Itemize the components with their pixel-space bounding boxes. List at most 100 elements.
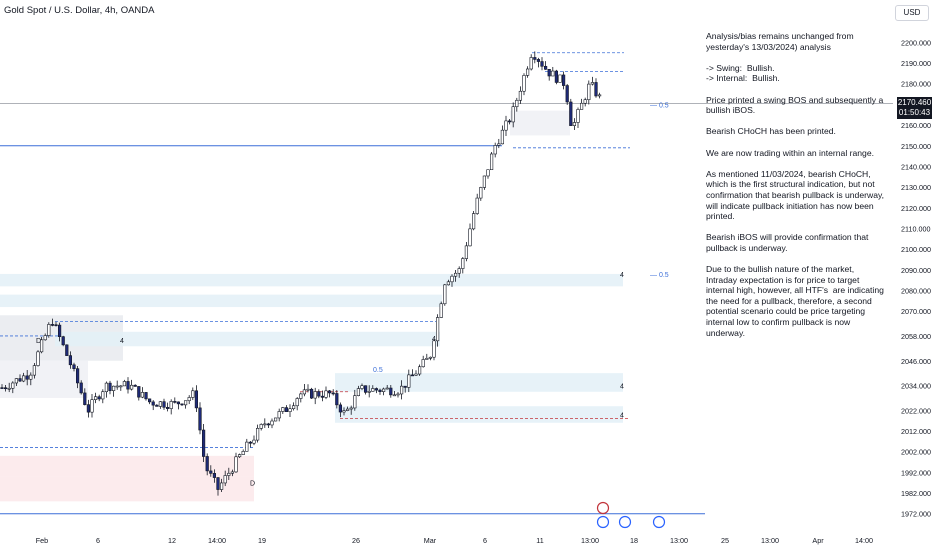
candle-body xyxy=(518,90,522,101)
candle-body xyxy=(259,424,263,429)
candle-body xyxy=(14,378,18,384)
candle-body xyxy=(281,407,285,412)
candle-body xyxy=(407,374,411,388)
x-tick-label: 13:00 xyxy=(670,536,688,545)
candle-body xyxy=(295,398,299,407)
candle-body xyxy=(263,423,267,426)
y-tick-label: 2130.000 xyxy=(901,183,931,192)
y-tick-label: 2012.000 xyxy=(901,427,931,436)
candle-body xyxy=(4,387,8,390)
analysis-paragraph: We are now trading within an internal ra… xyxy=(706,147,874,158)
y-tick-label: 2180.000 xyxy=(901,80,931,89)
candle-body xyxy=(572,122,576,126)
candle-body xyxy=(29,374,33,380)
candle-body xyxy=(457,268,461,274)
candle-body xyxy=(403,385,407,388)
candle-body xyxy=(238,454,242,458)
candle-body xyxy=(61,336,65,346)
candle-body xyxy=(72,364,76,369)
x-tick-label: 14:00 xyxy=(855,536,873,545)
candle-body xyxy=(7,387,11,390)
x-axis[interactable]: Feb 6 12 14:00 19 26 Mar 6 11 13:00 18 13:00 25 13:00… xyxy=(36,536,873,545)
candle-body xyxy=(468,228,472,247)
candle-body xyxy=(169,401,173,409)
candle-body xyxy=(464,245,469,259)
candle-body xyxy=(565,85,569,103)
candle-body xyxy=(140,392,145,398)
candle-body xyxy=(432,340,436,358)
candle-body xyxy=(579,102,584,110)
candle-body xyxy=(209,470,213,474)
candle-body xyxy=(202,429,206,457)
candle-body xyxy=(130,384,134,390)
candle-body xyxy=(576,109,580,123)
analysis-paragraph: Bearish iBOS will provide confirmation t… xyxy=(706,232,871,253)
candle-body xyxy=(453,272,458,277)
y-axis[interactable]: 1972.000 1982.000 1992.000 2002.000 2012.000… xyxy=(901,38,931,518)
candle-body xyxy=(302,389,307,395)
x-tick-label: 12 xyxy=(168,536,176,545)
annotation-label: 4 xyxy=(620,384,624,391)
candle-body xyxy=(536,59,540,62)
candle-body xyxy=(104,382,108,393)
candle-body xyxy=(392,394,397,397)
zone-box xyxy=(335,406,623,423)
candle-body xyxy=(54,324,58,327)
zones-layer xyxy=(0,110,623,502)
candle-body xyxy=(450,275,454,283)
candle-body xyxy=(90,399,94,413)
candle-body xyxy=(227,472,231,476)
levels-layer xyxy=(0,52,893,515)
candle-body xyxy=(119,385,123,388)
candle-body xyxy=(587,83,591,101)
candle-body xyxy=(155,404,159,407)
candle-body xyxy=(507,120,512,123)
symbol-title: Gold Spot / U.S. Dollar, 4h, OANDA xyxy=(4,5,155,16)
candle-body xyxy=(248,441,253,444)
candle-body xyxy=(569,101,573,126)
candle-body xyxy=(184,400,188,406)
candle-body xyxy=(446,281,451,286)
annotation-label: 4 xyxy=(432,336,436,343)
candle-body xyxy=(381,388,386,392)
annotation-label: 4 xyxy=(120,338,124,345)
candle-body xyxy=(194,390,199,409)
analysis-paragraph: Bearish CHoCH has been printed. xyxy=(706,126,836,137)
candle-body xyxy=(515,99,519,108)
x-tick-label: 19 xyxy=(258,536,266,545)
candle-body xyxy=(158,401,163,407)
candle-body xyxy=(471,213,476,230)
currency-button[interactable]: USD xyxy=(895,5,929,21)
y-tick-label: 2200.000 xyxy=(901,38,931,47)
annotation-label: — 0.5 xyxy=(650,102,669,109)
candle-body xyxy=(551,70,555,77)
candle-body xyxy=(417,366,422,375)
candle-body xyxy=(11,382,15,389)
analysis-text: Analysis/bias remains unchanged from yes… xyxy=(706,31,886,349)
candle-body xyxy=(234,456,238,473)
candle-body xyxy=(273,417,278,422)
candle-body xyxy=(50,324,54,326)
economic-event-icon xyxy=(652,515,666,529)
candle-body xyxy=(335,393,339,406)
x-tick-label: Feb xyxy=(36,536,48,545)
candle-body xyxy=(284,407,289,412)
candle-body xyxy=(525,68,530,76)
candle-body xyxy=(511,106,515,123)
candle-body xyxy=(137,386,141,398)
current-price: 2170.460 xyxy=(897,98,932,107)
candle-body xyxy=(176,401,181,405)
candle-body xyxy=(309,388,314,399)
candle-body xyxy=(493,145,497,155)
y-tick-label: 2070.000 xyxy=(901,307,931,316)
candle-body xyxy=(252,439,256,444)
candle-body xyxy=(320,395,325,398)
candle-body xyxy=(39,339,44,353)
bar-countdown: 01:50:43 xyxy=(898,108,931,117)
candle-body xyxy=(299,393,303,399)
candle-body xyxy=(435,317,440,342)
candle-body xyxy=(425,357,429,360)
event-icons xyxy=(596,501,666,529)
x-tick-label: 26 xyxy=(352,536,360,545)
